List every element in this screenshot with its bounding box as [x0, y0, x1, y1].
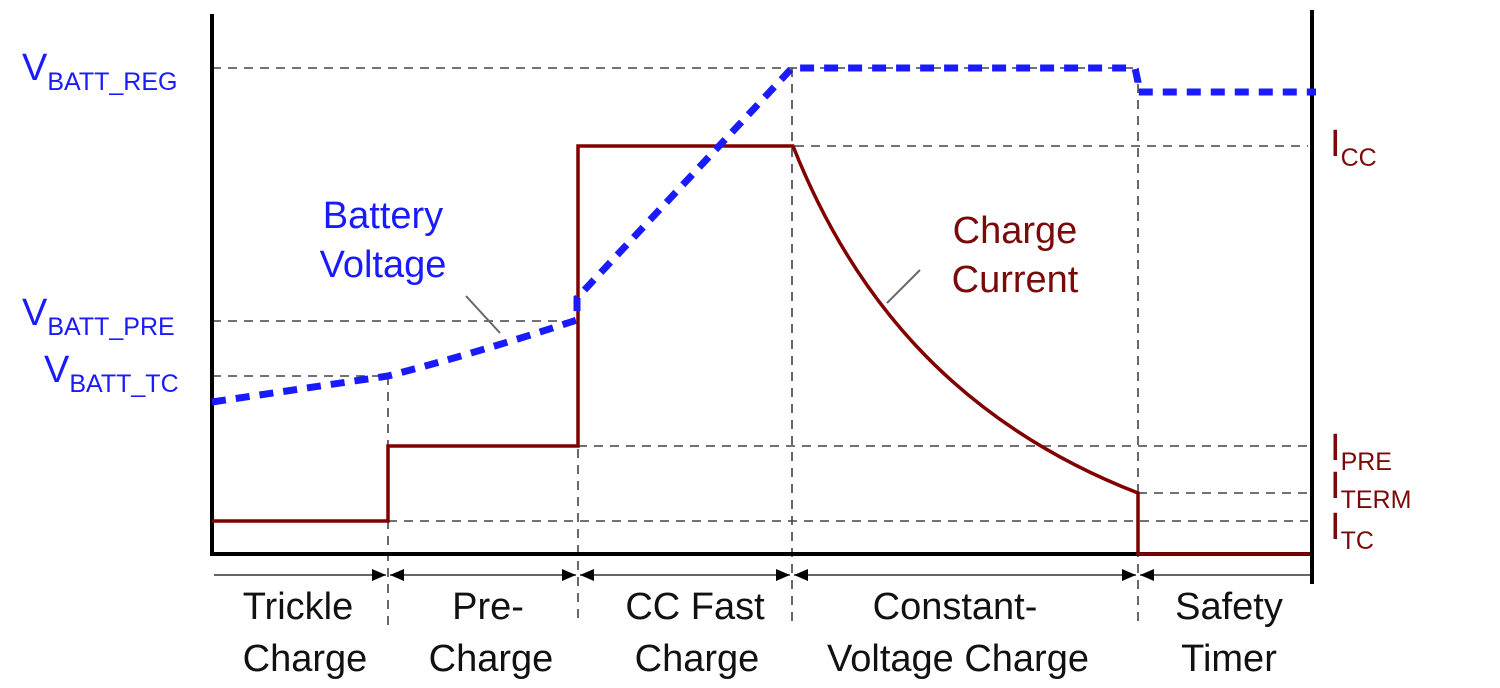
- iterm-label: ITERM: [1330, 465, 1411, 514]
- vbatt-pre-label: VBATT_PRE: [22, 292, 175, 341]
- vbatt-tc-label: VBATT_TC: [44, 349, 179, 398]
- battery-voltage-label-line2: Voltage: [320, 244, 447, 286]
- phase-timer-line2: Timer: [1181, 638, 1277, 680]
- voltage-level-labels: VBATT_REG VBATT_PRE VBATT_TC: [22, 47, 179, 398]
- phase-timer-line1: Safety: [1175, 586, 1283, 628]
- charge-current-label-line2: Current: [952, 259, 1079, 301]
- voltage-label-leader: [465, 295, 501, 334]
- phase-pre-line2: Charge: [429, 638, 554, 680]
- arrow-pre-left: [390, 569, 404, 581]
- charge-current-label: Charge Current: [952, 210, 1079, 301]
- phase-trickle-line2: Charge: [243, 638, 368, 680]
- arrow-cc-right: [776, 569, 790, 581]
- current-label-leader: [886, 269, 921, 304]
- battery-voltage-label: Battery Voltage: [320, 195, 447, 286]
- phase-cc-line1: CC Fast: [625, 586, 765, 628]
- phase-trickle-line1: Trickle: [243, 586, 353, 628]
- icc-label: ICC: [1330, 123, 1377, 172]
- itc-label: ITC: [1330, 506, 1374, 555]
- ipre-label: IPRE: [1330, 427, 1392, 476]
- axes: [210, 10, 1314, 584]
- phase-labels: Trickle Charge Pre- Charge CC Fast Charg…: [243, 586, 1283, 680]
- charge-current-label-line1: Charge: [953, 210, 1078, 252]
- arrow-cv-right: [1122, 569, 1136, 581]
- vbatt-reg-label: VBATT_REG: [22, 47, 177, 96]
- arrow-cv-left: [794, 569, 808, 581]
- arrow-pre-right: [562, 569, 576, 581]
- battery-voltage-curve: [211, 64, 1316, 406]
- current-level-labels: ICC IPRE ITERM ITC: [1330, 123, 1411, 555]
- phase-cv-line1: Constant-: [873, 586, 1038, 628]
- arrow-trickle-right: [372, 569, 386, 581]
- horizontal-guides: [212, 67, 1308, 522]
- phase-dimension-arrows: [214, 569, 1310, 581]
- arrow-cc-left: [580, 569, 594, 581]
- phase-cc-line2: Charge: [635, 638, 760, 680]
- phase-cv-line2: Voltage Charge: [827, 638, 1089, 680]
- battery-voltage-label-line1: Battery: [323, 195, 443, 237]
- charge-current-curve: [212, 144, 1310, 556]
- phase-pre-line1: Pre-: [452, 586, 524, 628]
- arrow-timer-left: [1140, 569, 1154, 581]
